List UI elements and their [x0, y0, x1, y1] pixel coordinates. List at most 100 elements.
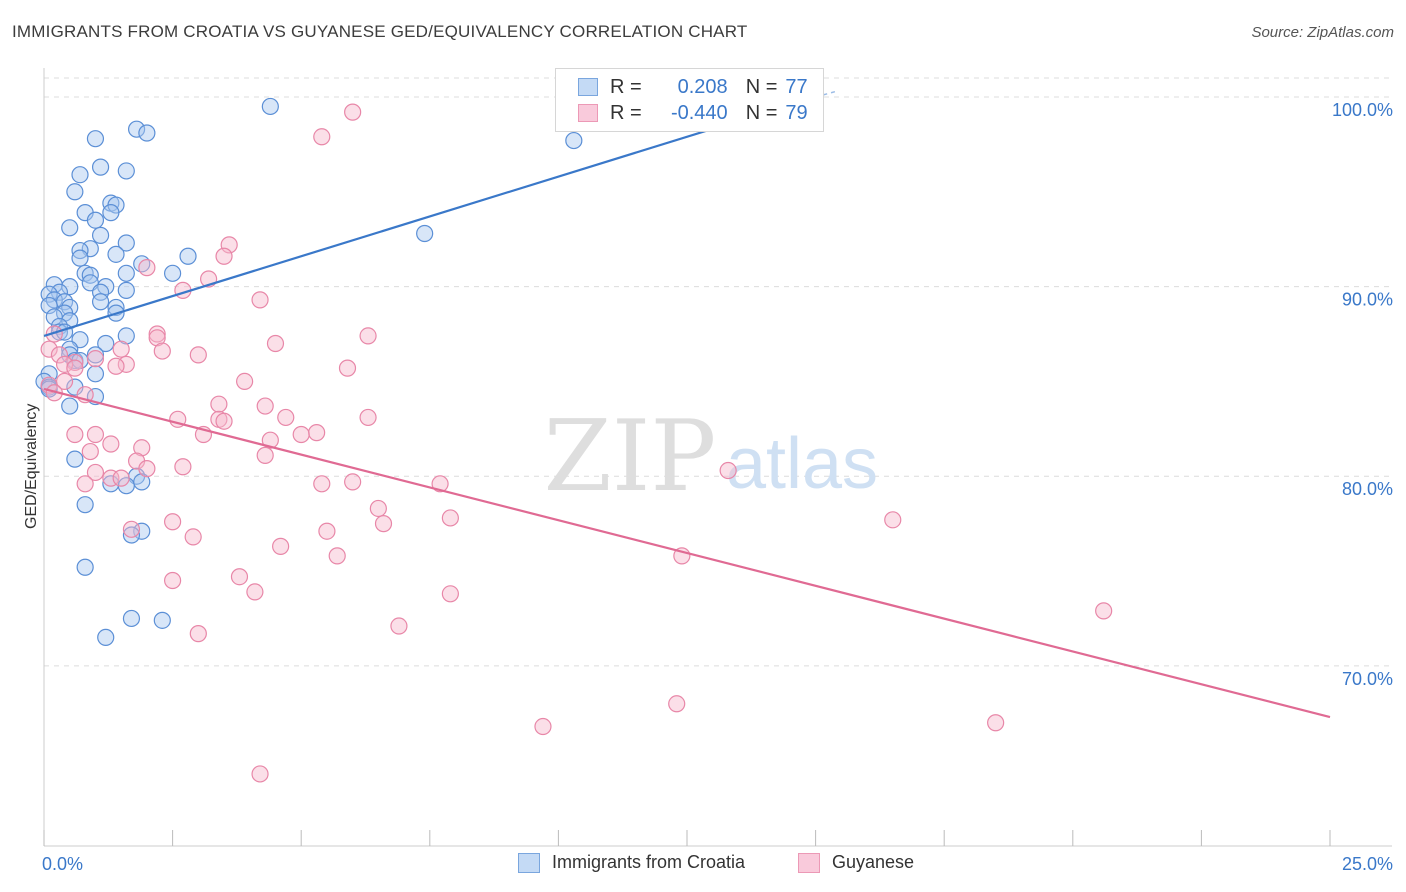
- guyanese-point: [107, 357, 125, 375]
- guyanese-point: [246, 583, 264, 601]
- croatia-point: [122, 526, 141, 544]
- guyanese-point: [66, 359, 84, 377]
- guyanese-point: [102, 435, 120, 453]
- guyanese-point: [86, 425, 105, 444]
- croatia-point: [86, 346, 105, 364]
- n-label: N =: [745, 101, 778, 124]
- source-label: Source: ZipAtlas.com: [1251, 24, 1394, 41]
- guyanese-point: [184, 528, 202, 546]
- croatia-point: [66, 450, 84, 468]
- legend-item-guyanese: Guyanese: [798, 852, 914, 873]
- croatia-point: [117, 281, 135, 299]
- croatia-point: [107, 245, 125, 263]
- guyanese-point: [148, 329, 166, 347]
- guyanese-point: [251, 765, 269, 783]
- guyanese-point: [164, 513, 182, 531]
- legend-swatch-blue: [578, 78, 598, 96]
- guyanese-point: [313, 128, 331, 146]
- guyanese-point: [215, 412, 233, 430]
- guyanese-point: [210, 395, 228, 413]
- croatia-trend-line: [43, 95, 816, 337]
- croatia-point: [565, 131, 583, 150]
- guyanese-point: [189, 625, 207, 643]
- croatia-point: [117, 264, 135, 282]
- croatia-point: [91, 158, 110, 176]
- series-legend: Immigrants from Croatia Guyanese: [0, 852, 1406, 878]
- guyanese-point: [369, 499, 387, 518]
- croatia-point: [76, 558, 94, 576]
- guyanese-point: [256, 446, 274, 464]
- guyanese-point: [441, 509, 459, 527]
- legend-swatch-guyanese: [798, 852, 820, 873]
- guyanese-point: [344, 473, 362, 491]
- guyanese-point: [76, 475, 94, 493]
- croatia-point: [71, 166, 89, 184]
- guyanese-point: [338, 359, 357, 377]
- guyanese-point: [215, 247, 233, 265]
- legend-row-croatia: R = 0.208 N = 77: [578, 74, 808, 100]
- y-tick-label: 80.0%: [1342, 479, 1393, 499]
- legend-item-croatia: Immigrants from Croatia: [518, 852, 745, 873]
- y-tick-label: 70.0%: [1342, 669, 1393, 689]
- guyanese-point: [133, 439, 151, 457]
- croatia-point: [179, 247, 197, 265]
- croatia-point: [91, 293, 110, 311]
- series-guyanese-points: [40, 103, 1113, 783]
- guyanese-point: [122, 520, 141, 538]
- legend-label-guyanese: Guyanese: [832, 852, 915, 872]
- n-value-croatia: 77: [785, 75, 808, 98]
- r-value-guyanese: -0.440: [670, 101, 728, 124]
- croatia-point: [91, 283, 110, 301]
- watermark-atlas: atlas: [726, 424, 878, 504]
- legend-swatch-pink: [578, 104, 598, 122]
- guyanese-point: [66, 425, 84, 444]
- croatia-point: [117, 234, 135, 252]
- guyanese-point: [431, 475, 449, 493]
- guyanese-point: [86, 463, 105, 482]
- guyanese-point: [987, 714, 1005, 732]
- legend-swatch-croatia: [518, 852, 540, 873]
- croatia-point: [117, 162, 135, 180]
- guyanese-point: [81, 442, 99, 461]
- n-value-guyanese: 79: [785, 101, 808, 124]
- guyanese-point: [318, 522, 336, 540]
- croatia-point: [61, 277, 79, 296]
- guyanese-point: [138, 259, 156, 277]
- guyanese-point: [359, 408, 377, 427]
- legend-label-croatia: Immigrants from Croatia: [552, 852, 746, 872]
- guyanese-point: [112, 340, 130, 358]
- guyanese-point: [266, 334, 285, 353]
- croatia-point: [86, 365, 105, 383]
- r-value-croatia: 0.208: [677, 75, 728, 98]
- guyanese-point: [236, 372, 254, 391]
- guyanese-point: [261, 431, 279, 449]
- series-croatia-points: [35, 97, 583, 647]
- guyanese-point: [174, 458, 192, 476]
- croatia-point: [86, 130, 105, 148]
- guyanese-point: [328, 547, 346, 565]
- croatia-point: [71, 249, 89, 267]
- guyanese-point: [256, 397, 274, 415]
- guyanese-point: [308, 424, 326, 442]
- guyanese-point: [40, 340, 58, 358]
- watermark-zip: ZIP: [544, 400, 717, 514]
- guyanese-point: [344, 103, 362, 121]
- tick-labels: 70.0% 80.0% 90.0% 100.0% 0.0% 25.0%: [42, 100, 1393, 874]
- legend-row-guyanese: R = -0.440 N = 79: [578, 100, 808, 126]
- croatia-point: [66, 183, 84, 201]
- guyanese-point: [86, 350, 105, 368]
- watermark: ZIP atlas: [544, 400, 878, 514]
- guyanese-point: [189, 346, 207, 364]
- guyanese-point: [668, 695, 686, 713]
- croatia-point: [153, 611, 171, 629]
- n-label: N =: [745, 75, 778, 98]
- croatia-point: [117, 327, 135, 345]
- croatia-point: [261, 97, 279, 116]
- x-tick-label-min: 0.0%: [42, 854, 83, 874]
- croatia-point: [97, 628, 115, 647]
- guyanese-point: [138, 460, 156, 478]
- croatia-point: [122, 609, 141, 628]
- guyanese-point: [719, 461, 737, 480]
- y-tick-label: 90.0%: [1342, 290, 1393, 310]
